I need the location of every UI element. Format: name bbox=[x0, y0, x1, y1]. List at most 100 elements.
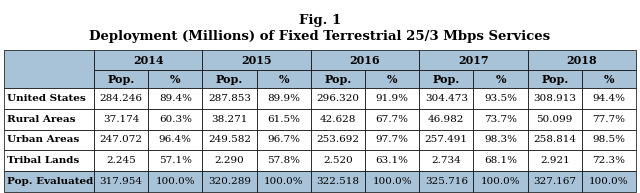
Text: 2018: 2018 bbox=[566, 54, 597, 65]
Bar bbox=[527, 109, 582, 130]
Text: Pop.: Pop. bbox=[433, 74, 460, 85]
Bar bbox=[148, 70, 202, 88]
Bar bbox=[419, 171, 474, 192]
Bar bbox=[527, 70, 582, 88]
Text: 89.9%: 89.9% bbox=[268, 94, 300, 103]
Text: 100.0%: 100.0% bbox=[372, 177, 412, 186]
Text: 37.174: 37.174 bbox=[103, 115, 140, 124]
Bar bbox=[311, 70, 365, 88]
Bar bbox=[4, 171, 94, 192]
Text: 57.8%: 57.8% bbox=[268, 156, 300, 165]
Text: 96.4%: 96.4% bbox=[159, 135, 192, 145]
Bar bbox=[365, 171, 419, 192]
Bar bbox=[474, 109, 527, 130]
Text: 284.246: 284.246 bbox=[100, 94, 143, 103]
Text: 257.491: 257.491 bbox=[425, 135, 468, 145]
Text: 38.271: 38.271 bbox=[211, 115, 248, 124]
Bar bbox=[527, 130, 582, 150]
Bar bbox=[311, 88, 365, 109]
Text: %: % bbox=[387, 74, 397, 85]
Bar bbox=[202, 109, 257, 130]
Bar bbox=[94, 88, 148, 109]
Text: 57.1%: 57.1% bbox=[159, 156, 192, 165]
Bar bbox=[582, 171, 636, 192]
Bar bbox=[94, 50, 202, 70]
Text: 97.7%: 97.7% bbox=[376, 135, 408, 145]
Text: %: % bbox=[495, 74, 506, 85]
Bar bbox=[582, 88, 636, 109]
Text: 2.245: 2.245 bbox=[106, 156, 136, 165]
Bar bbox=[202, 150, 257, 171]
Bar bbox=[257, 109, 311, 130]
Text: 77.7%: 77.7% bbox=[593, 115, 625, 124]
Bar bbox=[202, 171, 257, 192]
Bar bbox=[311, 50, 419, 70]
Bar bbox=[419, 130, 474, 150]
Bar bbox=[311, 150, 365, 171]
Bar bbox=[527, 171, 582, 192]
Bar bbox=[527, 150, 582, 171]
Bar bbox=[148, 88, 202, 109]
Bar bbox=[311, 109, 365, 130]
Text: 91.9%: 91.9% bbox=[376, 94, 408, 103]
Bar bbox=[365, 150, 419, 171]
Bar bbox=[582, 70, 636, 88]
Text: 60.3%: 60.3% bbox=[159, 115, 192, 124]
Text: Fig. 1: Fig. 1 bbox=[299, 14, 341, 27]
Text: %: % bbox=[278, 74, 289, 85]
Text: 100.0%: 100.0% bbox=[156, 177, 195, 186]
Text: 94.4%: 94.4% bbox=[593, 94, 625, 103]
Text: 72.3%: 72.3% bbox=[593, 156, 625, 165]
Text: Pop. Evaluated: Pop. Evaluated bbox=[7, 177, 93, 186]
Text: 258.814: 258.814 bbox=[533, 135, 576, 145]
Bar bbox=[419, 150, 474, 171]
Text: 317.954: 317.954 bbox=[100, 177, 143, 186]
Bar bbox=[365, 109, 419, 130]
Text: 249.582: 249.582 bbox=[208, 135, 251, 145]
Text: 50.099: 50.099 bbox=[536, 115, 573, 124]
Bar bbox=[94, 171, 148, 192]
Text: 61.5%: 61.5% bbox=[268, 115, 300, 124]
Bar bbox=[582, 109, 636, 130]
Text: 287.853: 287.853 bbox=[208, 94, 251, 103]
Text: United States: United States bbox=[7, 94, 86, 103]
Bar bbox=[365, 130, 419, 150]
Text: Urban Areas: Urban Areas bbox=[7, 135, 79, 145]
Bar bbox=[94, 130, 148, 150]
Bar bbox=[257, 88, 311, 109]
Bar bbox=[582, 130, 636, 150]
Text: 98.3%: 98.3% bbox=[484, 135, 517, 145]
Bar bbox=[474, 70, 527, 88]
Text: %: % bbox=[170, 74, 180, 85]
Bar bbox=[311, 171, 365, 192]
Bar bbox=[202, 130, 257, 150]
Bar bbox=[419, 88, 474, 109]
Bar bbox=[148, 150, 202, 171]
Text: 308.913: 308.913 bbox=[533, 94, 576, 103]
Text: 296.320: 296.320 bbox=[316, 94, 360, 103]
Bar bbox=[94, 150, 148, 171]
Text: 73.7%: 73.7% bbox=[484, 115, 517, 124]
Bar bbox=[365, 88, 419, 109]
Text: 2.290: 2.290 bbox=[214, 156, 244, 165]
Bar bbox=[311, 130, 365, 150]
Text: 2.734: 2.734 bbox=[431, 156, 461, 165]
Bar bbox=[4, 109, 94, 130]
Text: 320.289: 320.289 bbox=[208, 177, 251, 186]
Bar bbox=[419, 50, 527, 70]
Text: Pop.: Pop. bbox=[324, 74, 351, 85]
Text: 247.072: 247.072 bbox=[100, 135, 143, 145]
Text: 100.0%: 100.0% bbox=[481, 177, 520, 186]
Text: 100.0%: 100.0% bbox=[589, 177, 628, 186]
Text: 253.692: 253.692 bbox=[316, 135, 360, 145]
Bar bbox=[582, 150, 636, 171]
Text: Deployment (Millions) of Fixed Terrestrial 25/3 Mbps Services: Deployment (Millions) of Fixed Terrestri… bbox=[90, 30, 550, 43]
Bar bbox=[365, 70, 419, 88]
Bar bbox=[419, 70, 474, 88]
Bar bbox=[4, 130, 94, 150]
Bar bbox=[257, 150, 311, 171]
Text: Pop.: Pop. bbox=[216, 74, 243, 85]
Bar bbox=[4, 150, 94, 171]
Text: 46.982: 46.982 bbox=[428, 115, 465, 124]
Bar bbox=[257, 70, 311, 88]
